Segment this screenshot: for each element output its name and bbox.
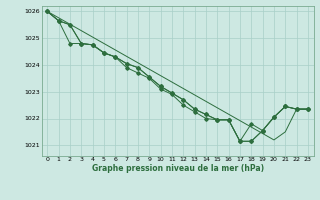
X-axis label: Graphe pression niveau de la mer (hPa): Graphe pression niveau de la mer (hPa)	[92, 164, 264, 173]
